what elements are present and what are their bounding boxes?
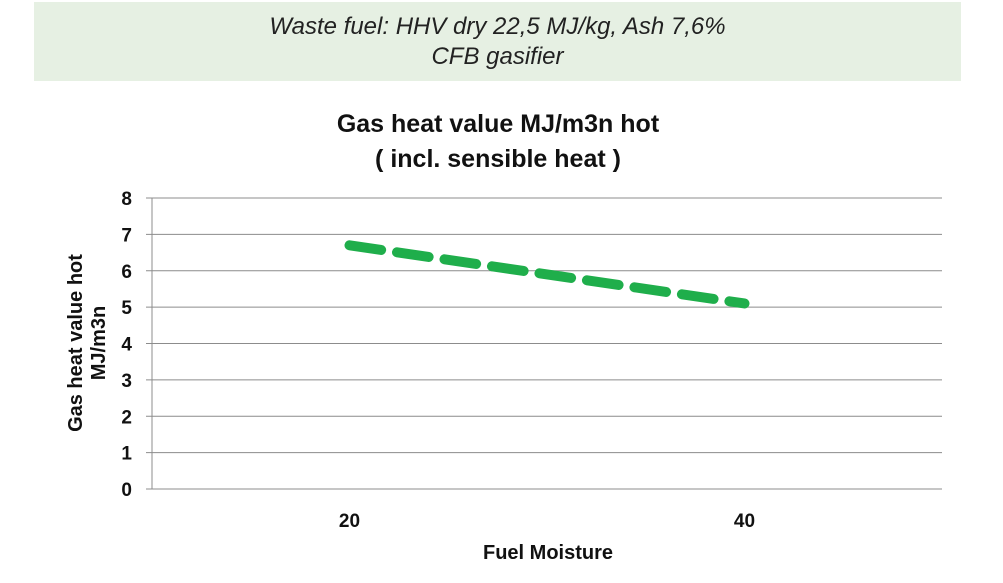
y-tick-labels: 0 1 2 3 4 5 6 7 8 [121,189,132,501]
y-tick-label-1: 1 [121,444,132,465]
y-tick-label-5: 5 [121,298,132,319]
series-layer [344,240,750,309]
x-tick-labels: 20 40 [339,511,755,532]
y-tick-label-7: 7 [121,225,132,246]
x-axis-label: Fuel Moisture [483,542,613,564]
y-tick-label-0: 0 [121,480,132,501]
y-tick-label-2: 2 [121,407,132,428]
banner-gasifier-type: CFB gasifier [431,42,564,70]
y-tick-label-8: 8 [121,189,132,210]
banner-fuel-description: Waste fuel: HHV dry 22,5 MJ/kg, Ash 7,6% [269,12,726,40]
y-tick-label-6: 6 [121,262,132,283]
x-tick-label-20: 20 [339,511,360,532]
chart-title: Gas heat value MJ/m3n hot [337,110,660,138]
series-line-0 [344,240,750,309]
grid-lines [152,197,942,454]
y-axis-label-line2: MJ/m3n [88,306,110,380]
axes [146,197,942,490]
y-axis-label-line1: Gas heat value hot [65,254,87,432]
header-banner: Waste fuel: HHV dry 22,5 MJ/kg, Ash 7,6%… [34,2,961,81]
y-tick-label-4: 4 [121,335,132,356]
y-tick-label-3: 3 [121,371,132,392]
x-tick-label-40: 40 [734,511,755,532]
chart-subtitle: ( incl. sensible heat ) [375,145,621,173]
